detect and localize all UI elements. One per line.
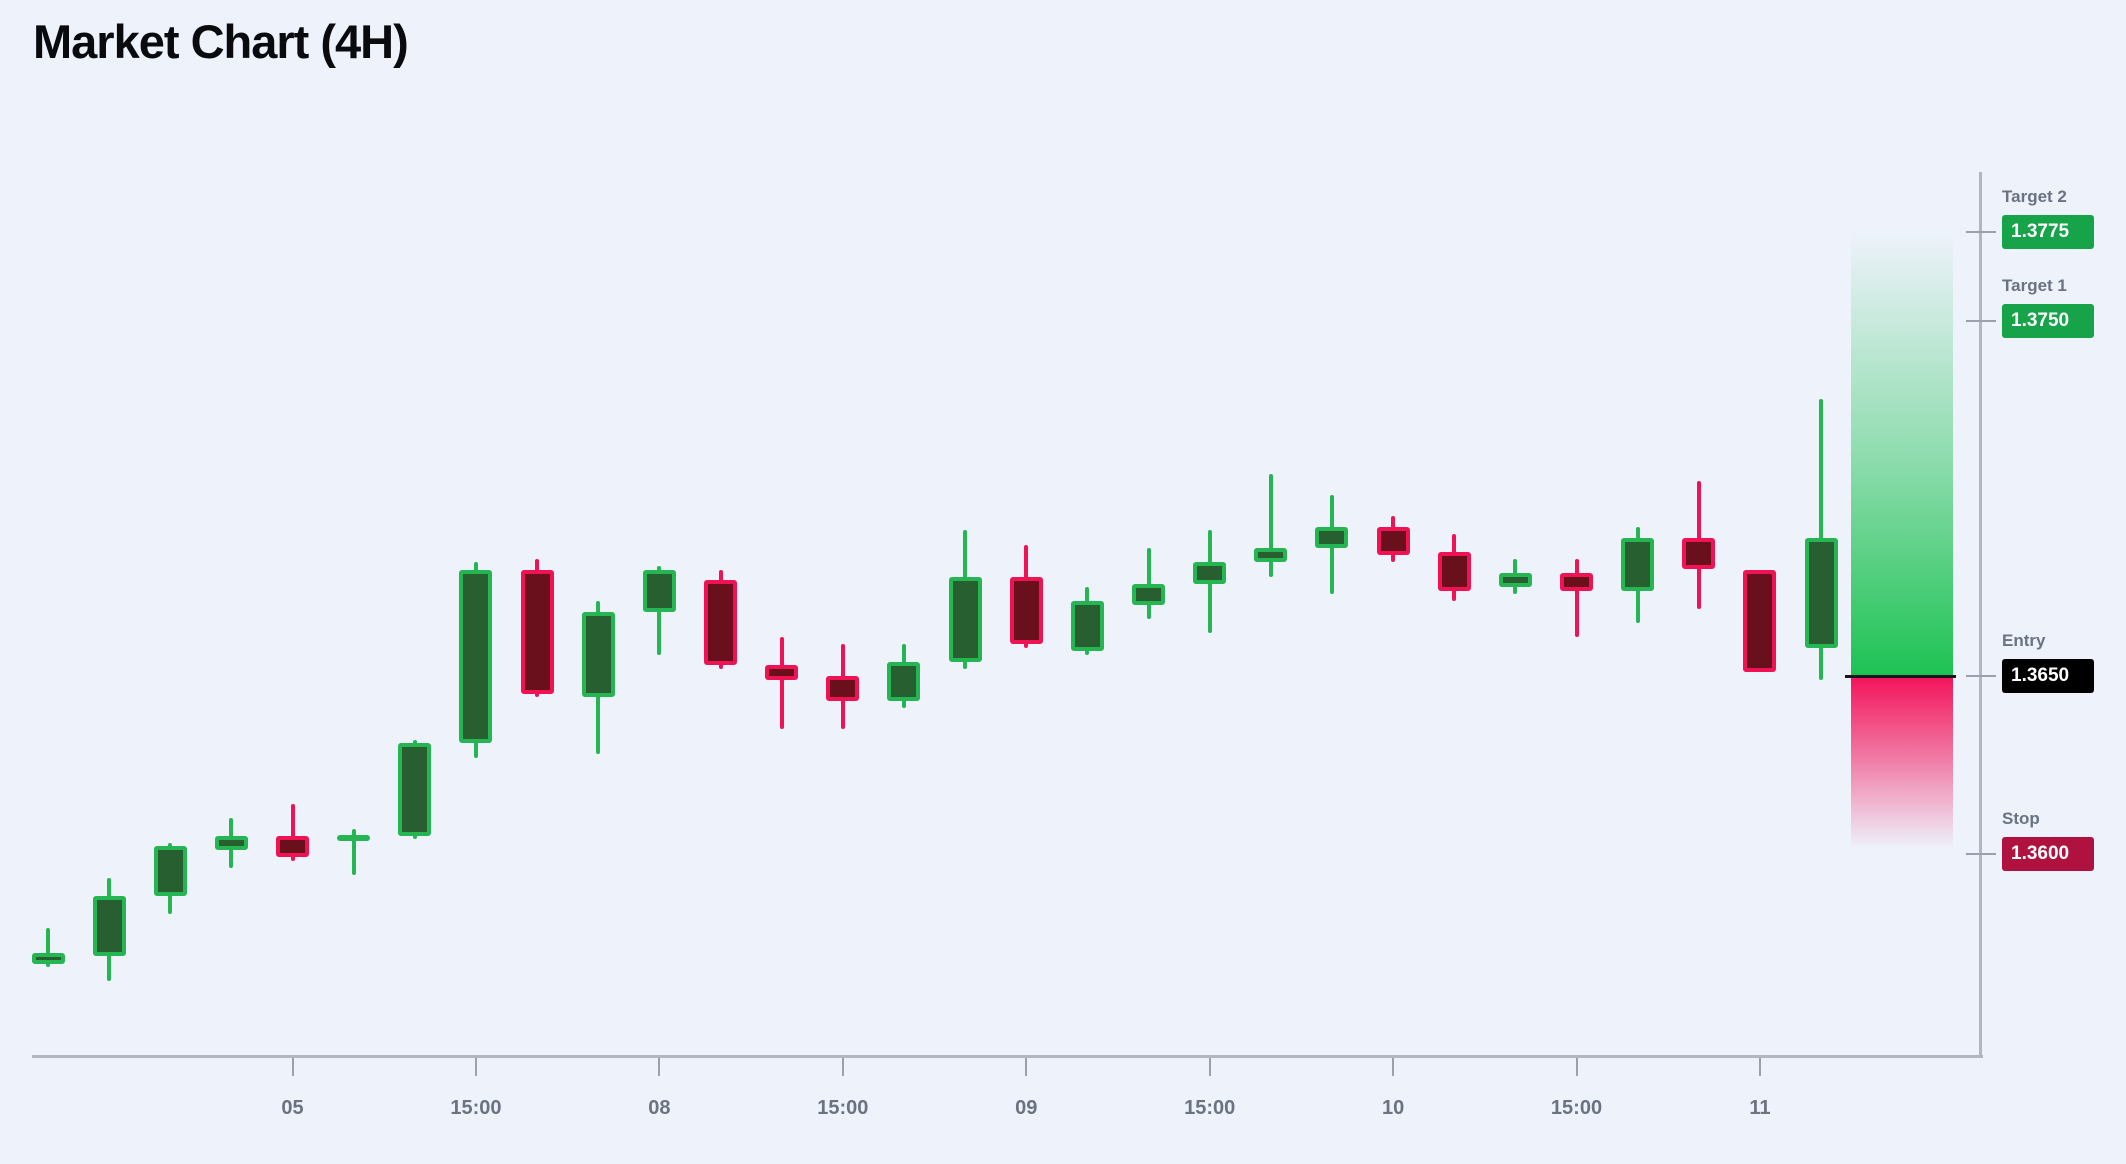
candle-body	[520, 569, 554, 694]
level-tick	[1966, 852, 1996, 855]
candle-body	[1621, 537, 1655, 591]
x-axis-tick-label: 15:00	[1184, 1097, 1236, 1119]
candle-body	[1193, 562, 1227, 584]
x-axis-tick-label: 09	[1015, 1097, 1038, 1119]
candle-body	[1070, 601, 1104, 652]
candle-body	[826, 676, 860, 701]
y-axis-line	[1979, 172, 1982, 1057]
candle-body	[1682, 537, 1716, 570]
candle-body	[276, 835, 310, 858]
candle-body	[1560, 573, 1593, 591]
candle-body	[765, 665, 799, 680]
candle-body	[1498, 573, 1532, 588]
candle-body	[398, 743, 432, 836]
x-axis-tick	[841, 1058, 844, 1076]
x-axis-tick	[1025, 1058, 1028, 1076]
level-badge: 1.3775	[2002, 215, 2094, 250]
candle-body	[1009, 576, 1043, 645]
level-badge: 1.3650	[2002, 659, 2094, 693]
x-axis-tick-label: 15:00	[450, 1097, 502, 1119]
x-axis-tick	[658, 1058, 661, 1076]
candle-body	[887, 661, 921, 701]
x-axis-tick-label: 10	[1381, 1097, 1405, 1119]
x-axis-tick-label: 15:00	[1550, 1097, 1603, 1119]
x-axis-tick	[1575, 1058, 1578, 1076]
candle-body	[948, 576, 982, 662]
candle-body	[1437, 551, 1471, 591]
level-label: Stop	[2002, 808, 2040, 828]
profit-zone	[1851, 232, 1953, 676]
entry-price-line	[1845, 674, 1956, 678]
x-axis-tick-label: 11	[1749, 1097, 1771, 1119]
page-title: Market Chart (4H)	[33, 15, 409, 68]
level-badge: 1.3750	[2002, 304, 2094, 338]
candle-wick	[290, 803, 295, 861]
candle-body	[704, 580, 738, 666]
level-label: Target 1	[2002, 276, 2067, 295]
candle-body	[31, 952, 65, 964]
candle-body	[1132, 583, 1166, 605]
level-tick	[1966, 231, 1996, 234]
candle-body	[459, 569, 493, 744]
candle-body	[1254, 548, 1288, 563]
level-label: Target 2	[2002, 187, 2067, 207]
candle-body	[1376, 526, 1410, 556]
level-label: Entry	[2002, 631, 2046, 650]
candle-body	[337, 834, 371, 841]
x-axis-tick	[474, 1058, 477, 1076]
x-axis-tick	[1208, 1058, 1211, 1076]
loss-zone	[1851, 676, 1953, 854]
candle-body	[214, 835, 248, 850]
level-tick	[1966, 320, 1996, 322]
x-axis-tick-label: 05	[281, 1097, 304, 1119]
candle-body	[1315, 526, 1349, 549]
x-axis-tick-label: 08	[648, 1097, 671, 1119]
level-tick	[1966, 675, 1996, 677]
candle-body	[1743, 569, 1777, 673]
candle-wick	[46, 928, 50, 968]
x-axis-tick	[291, 1058, 294, 1076]
candle-body	[581, 612, 615, 698]
candle-wick	[1268, 473, 1273, 577]
x-axis-tick	[1758, 1058, 1761, 1076]
level-badge: 1.3600	[2002, 836, 2094, 871]
candle-body	[92, 896, 126, 957]
x-axis-tick	[1392, 1058, 1395, 1076]
candle-wick	[779, 636, 784, 730]
x-axis-tick-label: 15:00	[817, 1097, 869, 1119]
candle-wick	[351, 828, 356, 875]
candle-body	[642, 569, 676, 613]
candle-body	[1804, 537, 1838, 648]
candle-body	[153, 846, 187, 897]
x-axis-line	[32, 1055, 1983, 1058]
candle-wick	[1574, 558, 1579, 637]
